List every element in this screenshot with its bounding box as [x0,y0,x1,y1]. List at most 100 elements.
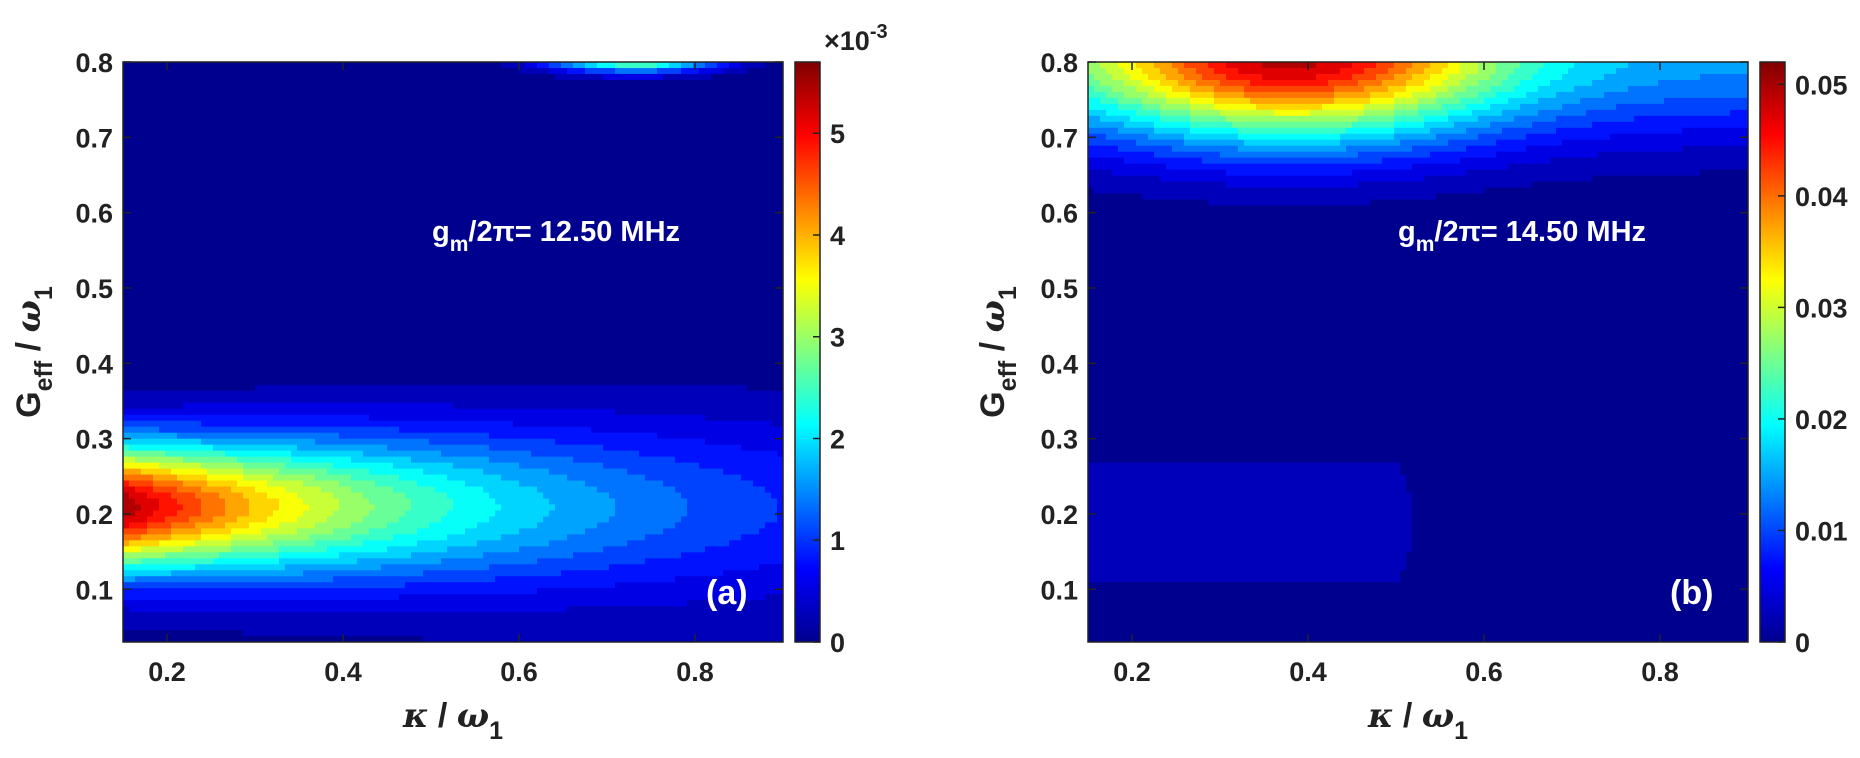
heat-cell [417,349,424,356]
heat-cell [165,67,172,75]
heat-cell [165,283,172,290]
heat-cell [291,624,298,631]
heat-cell [189,372,196,380]
heat-cell [399,97,406,105]
heat-cell [207,600,214,607]
heat-cell [237,307,244,314]
heat-cell [393,91,400,99]
heat-cell [423,528,430,535]
heat-cell [297,223,304,231]
heat-cell [147,79,154,87]
heat-cell [219,534,226,541]
heat-cell [231,414,238,422]
heat-cell [153,570,160,577]
heat-cell [219,193,226,201]
heat-cell [231,630,238,637]
heat-cell [195,265,202,272]
heat-cell [237,139,244,147]
heat-cell [321,229,328,236]
heat-cell [363,630,370,637]
heat-cell [327,151,334,159]
heat-cell [399,247,406,254]
heat-cell [393,79,400,87]
heat-cell [387,534,394,541]
heat-cell [369,390,376,398]
heat-cell [237,187,244,195]
heat-cell [291,444,298,452]
heat-cell [183,588,190,595]
heat-cell [123,277,130,284]
heat-cell [345,91,352,99]
heat-cell [411,582,418,589]
heat-cell [321,139,328,147]
heat-cell [375,522,382,529]
heat-cell [243,420,250,428]
heat-cell [243,600,250,607]
heat-cell [171,462,178,470]
heat-cell [153,145,160,153]
heat-cell [375,277,382,284]
heat-cell [171,121,178,129]
heat-cell [141,408,148,416]
heat-cell [339,97,346,105]
heat-cell [231,450,238,458]
heat-cell [345,390,352,398]
heat-cell [201,109,208,117]
heat-cell [375,552,382,559]
heat-cell [309,319,316,326]
heat-cell [183,145,190,153]
heat-cell [279,414,286,422]
heat-cell [165,337,172,344]
heat-cell [345,169,352,177]
heat-cell [381,420,388,428]
heat-cell [135,157,142,165]
heat-cell [171,456,178,464]
heat-cell [207,349,214,356]
heat-cell [261,618,268,625]
heat-cell [333,349,340,356]
heat-cell [201,552,208,559]
heat-cell [327,402,334,410]
heat-cell [357,307,364,314]
heat-cell [177,588,184,595]
heat-cell [279,127,286,135]
heat-cell [411,133,418,141]
heat-cell [423,564,430,571]
heat-cell [249,522,256,529]
heat-cell [357,636,364,642]
heat-cell [387,283,394,290]
heat-cell [321,444,328,452]
heat-cell [375,504,382,512]
heat-cell [393,390,400,398]
heat-cell [201,504,208,512]
heat-cell [177,229,184,236]
heat-cell [201,319,208,326]
heat-cell [219,103,226,111]
heat-cell [321,253,328,260]
heat-cell [213,331,220,338]
heat-cell [177,145,184,153]
heat-cell [201,414,208,422]
heat-cell [315,414,322,422]
heat-cell [195,235,202,242]
heat-cell [129,438,136,446]
heat-cell [273,229,280,236]
heat-cell [255,366,262,374]
heat-cell [339,384,346,392]
heat-cell [261,564,268,571]
heat-cell [201,67,208,75]
heat-cell [261,235,268,242]
heat-cell [315,630,322,637]
heat-cell [381,570,388,577]
heat-cell [219,187,226,195]
heat-cell [405,223,412,231]
heat-cell [279,175,286,183]
heat-cell [171,109,178,117]
heat-cell [399,636,406,642]
heat-cell [159,169,166,177]
heat-cell [171,504,178,512]
heat-cell [135,283,142,290]
heat-cell [183,594,190,601]
heat-cell [207,151,214,159]
heat-cell [393,426,400,434]
